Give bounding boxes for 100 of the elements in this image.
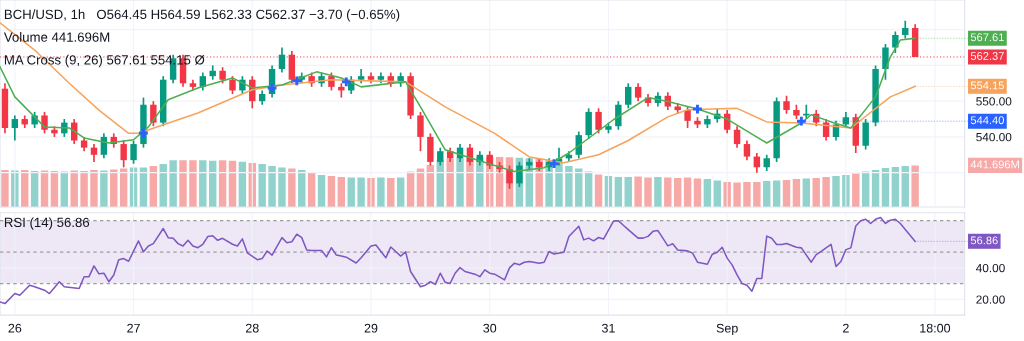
bar <box>565 165 573 207</box>
candlestick <box>338 82 345 99</box>
candlestick <box>585 107 592 140</box>
bar <box>861 171 870 207</box>
y-tick-label: 550.00 <box>976 97 1012 106</box>
candlestick <box>417 111 424 153</box>
candlestick <box>11 114 19 142</box>
bar <box>832 175 840 207</box>
x-tick-label: 29 <box>364 323 378 333</box>
bar <box>634 176 642 207</box>
bar <box>822 176 830 207</box>
candlestick <box>615 100 622 131</box>
bar <box>80 170 88 207</box>
y-tick-label: 40.00 <box>975 263 1005 273</box>
bar <box>307 172 316 207</box>
y-tick-label: 540.00 <box>976 132 1012 142</box>
bar <box>377 177 385 207</box>
bar <box>683 177 692 207</box>
candlestick <box>278 46 286 74</box>
bar <box>347 177 355 207</box>
bar <box>673 177 682 207</box>
bar <box>387 177 395 207</box>
bar <box>753 181 761 207</box>
bar <box>575 168 583 207</box>
bar <box>357 177 365 207</box>
bar <box>624 176 632 207</box>
x-tick-label: 26 <box>8 323 22 333</box>
bar <box>782 179 791 207</box>
candlestick <box>882 43 889 81</box>
bar <box>792 178 801 207</box>
bar <box>159 163 167 207</box>
bar <box>11 170 19 207</box>
bar <box>406 171 415 207</box>
candlestick <box>743 139 751 161</box>
text: BCH/USD, 1h <box>4 9 85 21</box>
ref-line-label: 562.37 <box>970 52 1004 60</box>
text: 441.696M <box>970 160 1019 169</box>
bar <box>1 169 9 207</box>
bar <box>218 160 227 207</box>
bar <box>288 168 296 207</box>
bar <box>693 178 702 207</box>
candlestick <box>120 139 127 169</box>
bar <box>337 176 346 207</box>
x-tick-label: 30 <box>483 323 497 333</box>
bar <box>110 169 118 207</box>
bar <box>713 180 721 207</box>
x-tick-label: 28 <box>245 323 259 333</box>
bar <box>209 160 217 207</box>
bar <box>228 160 237 207</box>
candlestick <box>733 125 741 149</box>
bar <box>614 176 623 207</box>
bar <box>763 180 771 207</box>
bar <box>396 177 405 207</box>
annotation: O564.45 H564.59 L562.33 C562.37 −3.70 (−0.65%) <box>96 9 400 22</box>
data-label: 56.86 <box>970 236 998 245</box>
bar <box>40 170 49 207</box>
bar <box>179 160 187 207</box>
annotation: RSI (14) 56.86 <box>4 217 90 230</box>
bar <box>664 177 672 207</box>
bar <box>100 170 108 207</box>
bar <box>654 176 662 207</box>
x-tick-label: 18:00 <box>920 323 951 333</box>
bar <box>852 173 860 207</box>
candlestick <box>150 100 157 128</box>
bar <box>268 165 276 207</box>
bar <box>812 177 820 207</box>
bar <box>772 180 781 207</box>
data-label: 567.61 <box>970 33 1004 42</box>
bar <box>584 171 593 207</box>
bar <box>149 165 158 207</box>
bar <box>327 175 336 207</box>
candlestick <box>625 82 632 110</box>
candlestick <box>595 107 602 135</box>
candlestick <box>130 139 137 165</box>
bar <box>139 167 148 207</box>
bar <box>90 169 98 207</box>
bar <box>802 178 811 207</box>
x-tick-label: 27 <box>127 323 140 333</box>
bar <box>416 168 425 207</box>
candlestick <box>862 118 869 151</box>
bar <box>703 178 712 207</box>
bar <box>723 181 731 207</box>
data-label: 554.15 <box>970 81 1004 90</box>
x-tick-label: Sep <box>716 323 738 336</box>
bar <box>258 163 266 207</box>
bar <box>317 174 326 207</box>
x-tick-label: 2 <box>843 323 849 333</box>
bar <box>70 170 78 207</box>
bar <box>238 161 247 207</box>
x-tick-label: 31 <box>601 323 615 333</box>
bar <box>60 171 69 207</box>
bar <box>733 182 741 207</box>
bar <box>901 165 909 207</box>
bar <box>199 160 207 207</box>
bar <box>911 165 919 207</box>
bar <box>594 174 603 207</box>
y-tick-label: 20.00 <box>976 295 1005 304</box>
bar <box>189 160 197 207</box>
bar <box>278 167 286 207</box>
data-label: 544.40 <box>970 116 1004 125</box>
